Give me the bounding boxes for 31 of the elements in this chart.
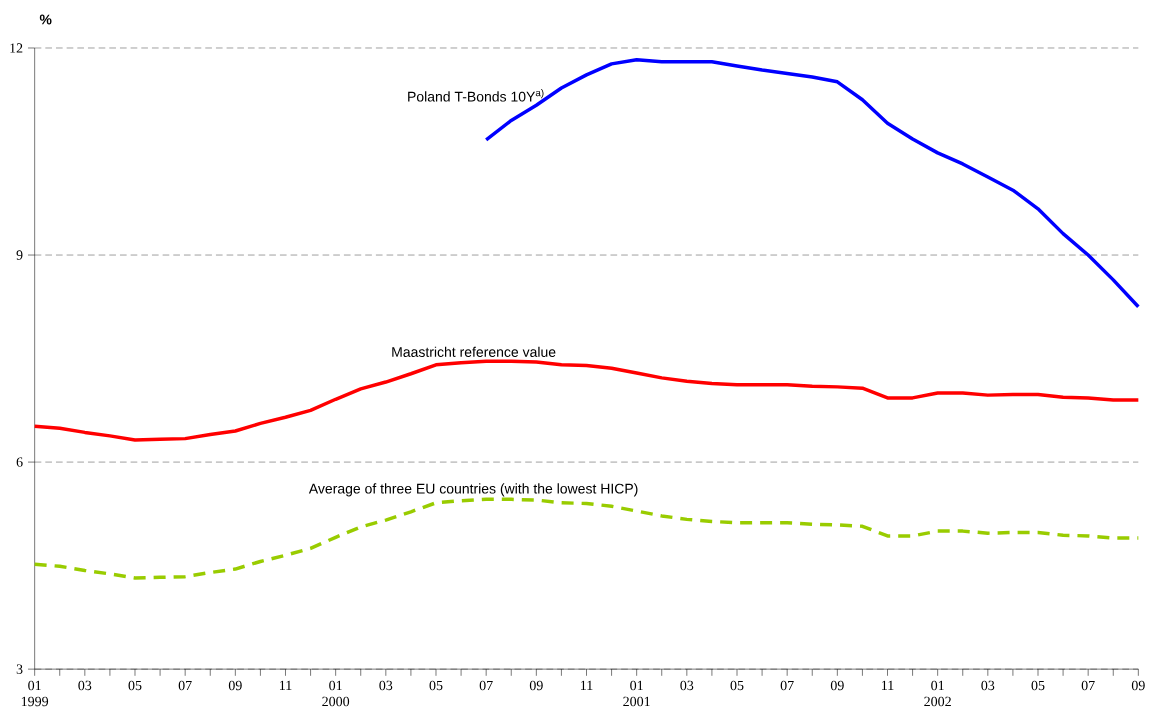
x-tick-label: 07 xyxy=(1081,680,1095,690)
x-tick-label: 09 xyxy=(529,680,543,690)
x-tick-label: 01 2000 xyxy=(322,680,350,706)
x-tick-label: 01 2001 xyxy=(623,680,650,706)
x-tick-label: 01 2002 xyxy=(924,680,951,706)
x-tick-label: 11 xyxy=(279,680,292,690)
x-tick-label: 03 xyxy=(981,680,995,690)
y-tick-label: 12 xyxy=(10,43,23,53)
series-label: Average of three EU countries (with the lowest HICP) xyxy=(308,483,638,497)
y-axis-title: % xyxy=(39,14,52,25)
y-tick-label: 3 xyxy=(16,664,23,674)
x-tick-label: 05 xyxy=(1031,680,1045,690)
x-tick-label: 09 xyxy=(830,680,844,690)
series-label: Maastricht reference value xyxy=(392,346,556,357)
x-tick-label: 11 xyxy=(882,680,894,690)
y-tick-label: 9 xyxy=(16,250,23,260)
x-tick-label: 05 xyxy=(128,680,142,690)
x-tick-label: 03 xyxy=(78,680,92,690)
x-tick-label: 07 xyxy=(178,680,192,690)
x-tick-label: 07 xyxy=(780,680,794,690)
x-tick-label: 03 xyxy=(680,680,694,690)
y-tick-label: 6 xyxy=(16,457,23,467)
x-tick-label: 07 xyxy=(479,680,493,690)
x-tick-label: 01 1999 xyxy=(21,680,49,706)
x-tick-label: 09 xyxy=(228,680,242,690)
series-label: Poland T-Bonds 10Y$^{a)}$ xyxy=(408,88,544,102)
x-tick-label: 11 xyxy=(580,680,593,690)
x-tick-label: 05 xyxy=(730,680,744,690)
x-tick-label: 05 xyxy=(429,680,443,690)
x-tick-label: 09 xyxy=(1131,680,1145,690)
x-tick-label: 03 xyxy=(379,680,393,690)
